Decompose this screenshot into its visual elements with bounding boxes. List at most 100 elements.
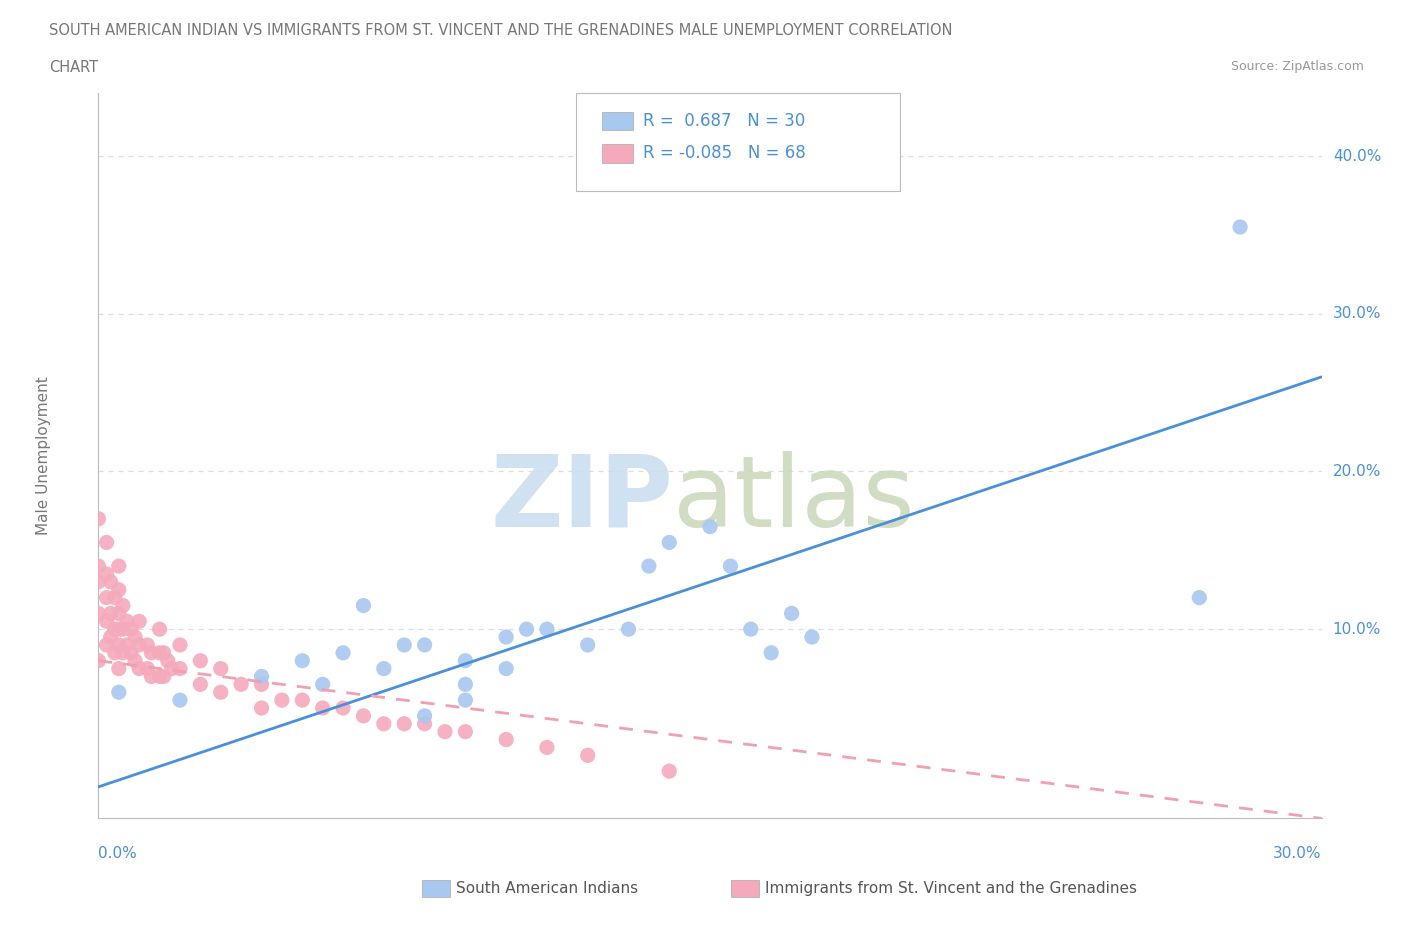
Point [373,661,395,676]
Point [149,622,172,637]
Point [96,591,118,605]
Text: ZIP: ZIP [491,451,673,548]
Point [576,637,599,652]
Point [108,582,131,597]
Point [454,653,477,668]
Point [332,700,354,715]
Point [108,661,131,676]
Text: 10.0%: 10.0% [1333,621,1381,637]
Point [576,748,599,763]
Point [392,716,416,731]
Point [120,645,142,660]
Point [495,732,517,747]
Text: South American Indians: South American Indians [456,881,638,896]
Point [352,709,374,724]
Point [96,637,118,652]
Point [780,606,803,621]
Text: Male Unemployment: Male Unemployment [37,377,51,535]
Text: 0.0%: 0.0% [98,846,138,861]
Point [156,653,179,668]
Point [536,622,558,637]
Point [250,677,273,692]
Point [87,575,110,590]
Point [141,669,163,684]
Point [761,645,783,660]
Point [160,661,183,676]
Text: 30.0%: 30.0% [1333,306,1381,321]
Point [87,512,110,526]
Point [617,622,640,637]
Text: R =  0.687   N = 30: R = 0.687 N = 30 [643,112,804,130]
Point [270,693,294,708]
Text: atlas: atlas [673,451,915,548]
Text: Source: ZipAtlas.com: Source: ZipAtlas.com [1230,60,1364,73]
Text: Immigrants from St. Vincent and the Grenadines: Immigrants from St. Vincent and the Gren… [765,881,1137,896]
Point [1229,219,1251,234]
Point [413,709,436,724]
Point [149,669,172,684]
Point [454,693,477,708]
Point [188,653,212,668]
Point [96,535,118,550]
Point [312,677,335,692]
Point [332,645,354,660]
Point [637,559,661,574]
Point [250,669,273,684]
Text: 20.0%: 20.0% [1333,464,1381,479]
Text: R = -0.085   N = 68: R = -0.085 N = 68 [643,144,806,163]
Point [108,606,131,621]
Point [495,661,517,676]
Point [100,575,122,590]
Point [291,653,314,668]
Point [291,693,314,708]
Point [352,598,374,613]
Point [136,637,159,652]
Point [100,606,122,621]
Point [658,764,681,778]
Point [454,724,477,739]
Point [111,598,134,613]
Point [658,535,681,550]
Point [128,661,150,676]
Point [718,559,742,574]
Point [128,614,150,629]
Point [87,559,110,574]
Point [124,630,146,644]
Point [169,693,191,708]
Point [169,661,191,676]
Point [111,645,134,660]
Point [413,637,436,652]
Point [104,622,127,637]
Point [115,614,138,629]
Point [149,645,172,660]
Point [434,724,457,739]
Point [152,645,174,660]
Point [108,622,131,637]
Text: SOUTH AMERICAN INDIAN VS IMMIGRANTS FROM ST. VINCENT AND THE GRENADINES MALE UNE: SOUTH AMERICAN INDIAN VS IMMIGRANTS FROM… [49,23,953,38]
Point [136,661,159,676]
Point [392,637,416,652]
Point [1188,591,1211,605]
Point [115,637,138,652]
Point [108,559,131,574]
Point [111,622,134,637]
Point [124,653,146,668]
Point [96,614,118,629]
Point [87,606,110,621]
Point [209,684,232,699]
Point [152,669,174,684]
Point [104,645,127,660]
Point [373,716,395,731]
Point [108,684,131,699]
Text: CHART: CHART [49,60,98,75]
Point [96,566,118,581]
Point [100,630,122,644]
Point [169,637,191,652]
Point [128,637,150,652]
Point [231,677,253,692]
Point [250,700,273,715]
Point [495,630,517,644]
Point [801,630,824,644]
Point [108,637,131,652]
Point [120,622,142,637]
